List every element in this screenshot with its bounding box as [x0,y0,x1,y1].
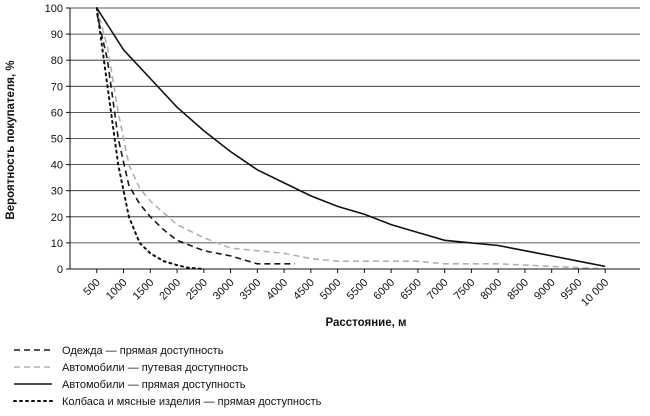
legend-label: Одежда — прямая доступность [62,345,224,357]
y-tick-label: 100 [45,3,63,15]
x-tick-label: 7500 [452,277,478,303]
x-tick-label: 9000 [532,277,558,303]
series-line-2 [96,7,606,270]
series-line-3 [96,7,606,268]
series-line-4 [95,7,205,270]
y-tick-label: 20 [51,212,63,224]
y-tick-label: 60 [51,107,63,119]
x-axis-ticks: 500 1000 1500 2000 2500 3000 3500 4000 4500 5000 5… [81,269,611,309]
x-tick-label: 5500 [345,277,371,303]
legend-label: Автомобили — прямая доступность [62,379,246,391]
y-tick-label: 30 [51,186,63,198]
y-axis-title: Вероятность покупателя, % [5,60,17,219]
y-tick-label: 70 [51,81,63,93]
y-tick-label: 90 [51,29,63,41]
x-tick-label: 5000 [318,277,344,303]
y-tick-label: 40 [51,160,63,172]
grid [70,7,640,244]
x-tick-label: 7000 [425,277,451,303]
y-axis-ticks: 0 10 20 30 40 50 60 70 80 90 100 [45,3,70,276]
x-tick-label: 500 [81,277,102,298]
legend: Одежда — прямая доступность Автомобили — … [13,345,322,408]
series-lines [95,7,606,270]
y-tick-label: 0 [57,264,63,276]
x-tick-label: 3000 [211,277,237,303]
legend-label: Автомобили — путевая доступность [62,362,248,374]
x-tick-label: 6500 [398,277,424,303]
x-tick-label: 4500 [291,277,317,303]
series-line-1 [96,13,295,265]
y-tick-label: 10 [51,238,63,250]
y-tick-label: 80 [51,55,63,67]
x-tick-label: 8000 [478,277,504,303]
x-tick-label: 3500 [238,277,264,303]
x-tick-label: 2000 [157,277,183,303]
y-tick-label: 50 [51,134,63,146]
x-axis-title: Расстояние, м [325,317,406,329]
x-tick-label: 6000 [371,277,397,303]
x-tick-label: 2500 [184,277,210,303]
x-tick-label: 1000 [104,277,130,303]
x-tick-label: 10 000 [579,277,611,309]
x-tick-label: 1500 [131,277,157,303]
x-tick-label: 8500 [505,277,531,303]
legend-label: Колбаса и мясные изделия — прямая доступ… [62,396,322,408]
x-tick-label: 4000 [264,277,290,303]
